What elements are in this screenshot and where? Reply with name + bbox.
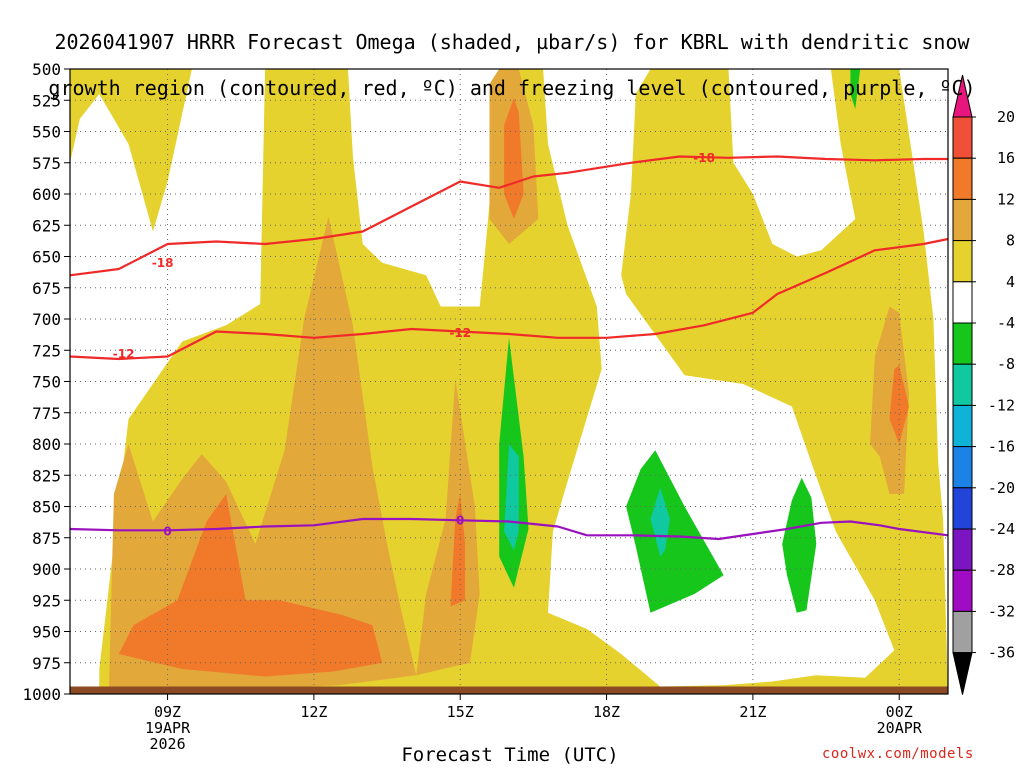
- x-axis-title: Forecast Time (UTC): [401, 744, 619, 766]
- y-tick-label-825: 825: [32, 466, 61, 485]
- colorbar-label--36: -36: [988, 644, 1015, 662]
- colorbar-label--20: -20: [988, 479, 1015, 497]
- colorbar-segment-10: [952, 528, 973, 571]
- colorbar-label-8: 8: [1006, 232, 1015, 250]
- x-tick-sublabel-20APR: 20APR: [877, 719, 923, 737]
- y-tick-label-625: 625: [32, 216, 61, 235]
- chart-title-line-1: 2026041907 HRRR Forecast Omega (shaded, …: [54, 30, 970, 54]
- colorbar-segment-1: [952, 157, 973, 200]
- colorbar-label--4: -4: [997, 314, 1015, 332]
- omega-shading: [70, 69, 949, 694]
- omega-region-15: [850, 69, 861, 109]
- y-tick-label-675: 675: [32, 279, 61, 298]
- y-tick-label-925: 925: [32, 591, 61, 610]
- dgz-minus-12-line: [69, 237, 949, 361]
- contour-lines: -18 -18 -12 -12 0 0: [69, 151, 949, 541]
- dgz-minus-12-label-1: -12: [449, 326, 471, 340]
- colorbar-label--12: -12: [988, 396, 1015, 414]
- y-tick-label-550: 550: [32, 123, 61, 142]
- y-tick-label-975: 975: [32, 654, 61, 673]
- omega-region-1: [70, 69, 192, 232]
- colorbar-label--28: -28: [988, 561, 1015, 579]
- colorbar-label-16: 16: [997, 149, 1015, 167]
- omega-region-13: [650, 487, 670, 557]
- dgz-minus-18-label-1: -18: [693, 151, 715, 165]
- colorbar-segment-5: [952, 322, 973, 365]
- dgz-minus-18-line: [69, 155, 948, 277]
- freezing-level-0-label-0: 0: [163, 525, 171, 539]
- y-tick-label-850: 850: [32, 498, 61, 517]
- grid-lines: [70, 68, 948, 695]
- x-tick-label-18Z: 18Z: [593, 703, 620, 721]
- x-tick-label-00Z: 00Z: [886, 703, 913, 721]
- omega-region-11: [504, 444, 519, 551]
- colorbar-bottom-arrow: [952, 652, 973, 695]
- y-tick-label-600: 600: [32, 185, 61, 204]
- omega-region-12: [626, 450, 724, 613]
- colorbar-segment-7: [952, 404, 973, 448]
- y-tick-label-1000: 1000: [22, 685, 61, 704]
- colorbar-label--8: -8: [997, 355, 1015, 373]
- omega-region-14: [782, 477, 817, 613]
- x-tick-label-09Z: 09Z: [154, 703, 181, 721]
- omega-region-4: [416, 379, 480, 676]
- colorbar-label-12: 12: [997, 190, 1015, 208]
- colorbar-segment-3: [952, 240, 973, 283]
- surface-band: [70, 686, 948, 694]
- y-tick-label-800: 800: [32, 435, 61, 454]
- omega-region-8: [870, 306, 909, 494]
- y-tick-label-575: 575: [32, 154, 61, 173]
- colorbar-segment-9: [952, 487, 973, 530]
- dgz-minus-18-label-0: -18: [152, 256, 174, 270]
- y-tick-label-700: 700: [32, 310, 61, 329]
- freezing-level-0-label-1: 0: [456, 513, 464, 527]
- x-tick-sublabel-19APR: 19APR: [145, 719, 191, 737]
- x-tick-label-15Z: 15Z: [447, 703, 474, 721]
- x-tick-sublabel-2026: 2026: [149, 735, 185, 753]
- x-tick-label-12Z: 12Z: [300, 703, 327, 721]
- colorbar-label--32: -32: [988, 602, 1015, 620]
- colorbar-label--16: -16: [988, 438, 1015, 456]
- colorbar: 20 16 12 8 4 -4 -8 -12 -16 -20 -24 -28 -32 -36: [952, 74, 1015, 695]
- dgz-minus-12-label-0: -12: [113, 347, 135, 361]
- y-tick-label-900: 900: [32, 560, 61, 579]
- y-tick-label-725: 725: [32, 341, 61, 360]
- y-axis: 500 525 550 575 600 625 650 675 700 725 750 775 800 8…: [22, 60, 70, 704]
- omega-region-3: [118, 494, 383, 677]
- y-tick-label-750: 750: [32, 373, 61, 392]
- colorbar-label-4: 4: [1006, 273, 1015, 291]
- colorbar-segment-0: [952, 116, 973, 159]
- y-tick-label-650: 650: [32, 248, 61, 267]
- colorbar-segment-8: [952, 446, 973, 489]
- colorbar-segment-12: [952, 610, 973, 654]
- x-tick-label-21Z: 21Z: [739, 703, 766, 721]
- chart-title-line-2: growth region (contoured, red, ºC) and f…: [48, 76, 976, 100]
- y-tick-label-500: 500: [32, 60, 61, 79]
- omega-region-7: [504, 97, 524, 219]
- colorbar-segment-2: [952, 198, 973, 242]
- colorbar-label-20: 20: [997, 108, 1015, 126]
- omega-region-5: [450, 494, 466, 607]
- y-tick-label-875: 875: [32, 529, 61, 548]
- colorbar-segment-4: [952, 281, 973, 324]
- freezing-level-0-line: [69, 517, 949, 541]
- y-tick-label-950: 950: [32, 623, 61, 642]
- colorbar-segment-11: [952, 569, 973, 612]
- colorbar-segment-6: [952, 363, 973, 406]
- colorbar-label--24: -24: [988, 520, 1015, 538]
- chart-title: 2026041907 HRRR Forecast Omega (shaded, …: [0, 8, 1024, 123]
- y-tick-label-775: 775: [32, 404, 61, 423]
- y-tick-label-525: 525: [32, 91, 61, 110]
- site-credit: coolwx.com/models: [822, 746, 974, 762]
